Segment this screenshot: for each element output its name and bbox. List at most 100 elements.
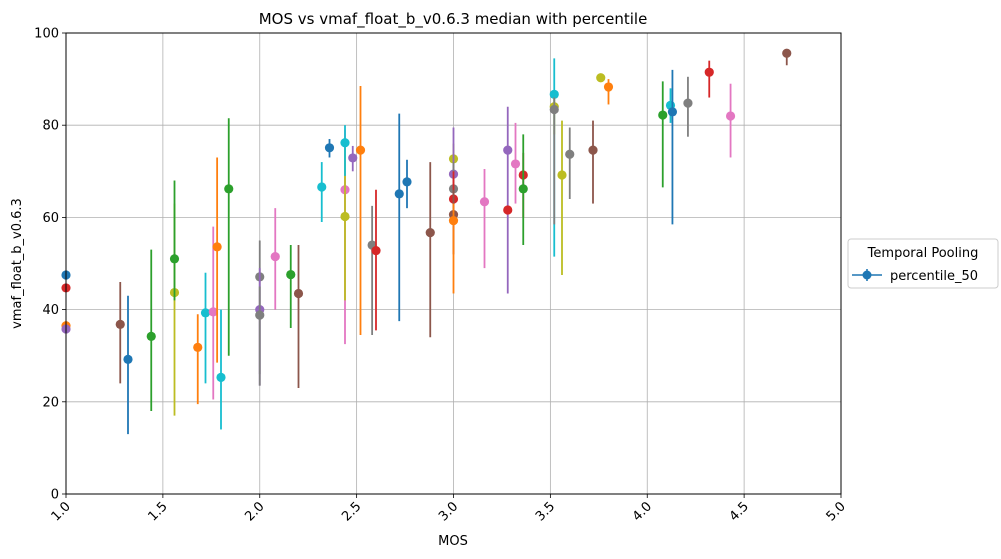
y-tick-label: 60 [42, 211, 59, 226]
data-point-group [588, 120, 598, 204]
data-point [123, 354, 133, 364]
data-point-group [146, 249, 156, 412]
legend-entry: percentile_50 [852, 269, 978, 284]
data-point [394, 189, 404, 199]
data-point-group [782, 48, 792, 66]
data-point [549, 104, 559, 115]
data-point-group [704, 60, 714, 98]
data-point-group [557, 120, 567, 276]
data-point [200, 308, 211, 318]
data-point [557, 170, 567, 180]
data-point [286, 269, 296, 280]
data-point-group [270, 208, 280, 310]
data-point-group [208, 226, 218, 400]
data-point-group [603, 79, 614, 105]
data-point [588, 145, 598, 155]
data-point [667, 107, 678, 117]
data-point-group [317, 162, 327, 223]
data-point-group [200, 272, 211, 384]
data-point [216, 372, 226, 382]
y-tick-label: 100 [34, 27, 59, 42]
data-point-group [340, 125, 350, 176]
data-point [348, 153, 358, 163]
data-point [725, 111, 736, 121]
data-point-group [255, 286, 265, 386]
data-point-group [371, 189, 381, 331]
data-point [208, 307, 218, 317]
data-point-group [448, 203, 459, 294]
data-point [565, 149, 575, 159]
y-tick-label: 80 [42, 119, 59, 134]
data-point [169, 254, 180, 264]
data-point-group [549, 97, 559, 225]
data-point-group [193, 314, 203, 405]
data-point [224, 184, 234, 194]
data-point-group [115, 281, 125, 384]
data-point [503, 205, 513, 215]
data-point [479, 197, 490, 207]
x-axis-label: MOS [438, 534, 468, 549]
data-point-group [596, 73, 606, 83]
data-point [503, 145, 513, 155]
data-point [340, 211, 350, 222]
data-point [317, 182, 327, 192]
data-point-group [348, 145, 358, 172]
data-point [193, 342, 203, 353]
data-point [212, 242, 222, 252]
data-point-group [293, 245, 304, 388]
y-tick-label: 40 [42, 303, 59, 318]
data-point-group [479, 168, 490, 269]
data-point-group [169, 180, 180, 301]
data-point-group [510, 122, 521, 204]
data-point [425, 228, 435, 238]
data-point [704, 67, 714, 77]
data-point [658, 110, 668, 120]
data-point-group [658, 81, 668, 188]
data-point [510, 159, 521, 169]
data-point-group [425, 162, 435, 338]
data-point [324, 143, 335, 153]
data-point-group [667, 69, 678, 225]
data-point [683, 98, 693, 108]
y-tick-label: 20 [42, 395, 59, 410]
data-point [596, 73, 606, 83]
data-point-group [683, 76, 693, 137]
data-point [355, 145, 366, 155]
data-point-group [224, 118, 234, 356]
data-point-group [286, 245, 296, 329]
data-point [371, 245, 381, 256]
legend-point-marker [862, 270, 872, 280]
data-point [549, 89, 559, 99]
legend-title: Temporal Pooling [867, 246, 979, 261]
data-point [402, 177, 412, 187]
data-point [255, 310, 265, 320]
data-point-group [518, 134, 528, 246]
data-point [518, 184, 528, 194]
data-point-group [212, 157, 222, 363]
data-point-group [565, 127, 575, 199]
data-point [603, 82, 614, 92]
data-point [340, 138, 350, 148]
data-point [146, 331, 156, 341]
legend-box [847, 238, 999, 289]
legend: Temporal Pooling percentile_50 [847, 238, 999, 289]
data-point-group [216, 309, 226, 430]
data-point [448, 216, 459, 226]
y-axis-ticks: 0 20 40 60 80 100 [34, 27, 66, 503]
data-point-group [503, 106, 513, 294]
data-point-group [725, 83, 736, 158]
data-point [782, 48, 792, 58]
y-tick-label: 0 [51, 488, 59, 503]
data-point-group [123, 295, 133, 435]
data-point [293, 288, 304, 299]
chart-title: MOS vs vmaf_float_b_v0.6.3 median with p… [259, 10, 648, 29]
y-axis-label: vmaf_float_b_v0.6.3 [10, 198, 25, 329]
data-point-group [394, 113, 404, 322]
data-point-group [355, 86, 366, 335]
data-points [61, 48, 792, 435]
data-point-group [324, 139, 335, 158]
data-point [270, 251, 280, 262]
data-point [115, 319, 125, 329]
